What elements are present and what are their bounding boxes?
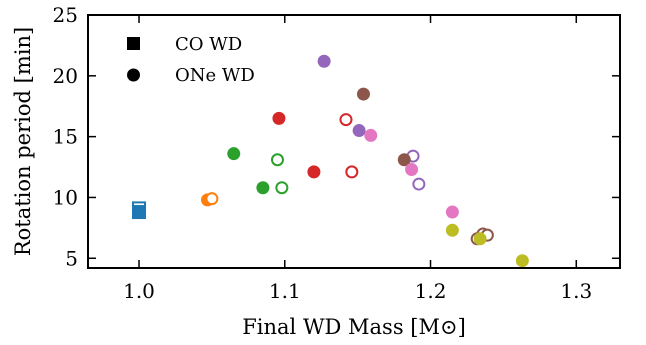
y-tick-label: 15 [53, 125, 78, 149]
y-axis-label: Rotation period [min] [11, 27, 35, 256]
x-axis-label: Final WD Mass [M⊙] [242, 315, 466, 339]
data-point [227, 147, 241, 161]
legend-label-one-wd: ONe WD [175, 65, 255, 86]
data-point [352, 124, 366, 138]
x-tick-label: 1.0 [123, 279, 155, 303]
plot-frame [87, 14, 621, 269]
data-point [445, 205, 459, 219]
axis-ticks: 1.0 1.1 1.2 1.3 5 10 15 20 25 [53, 3, 620, 303]
data-point [412, 177, 426, 191]
data-point [132, 205, 147, 220]
data-point [345, 165, 359, 179]
data-point [473, 232, 487, 246]
data-point [364, 128, 378, 142]
x-tick-label: 1.1 [269, 279, 301, 303]
legend: CO WD ONe WD [127, 34, 255, 86]
data-point [307, 165, 321, 179]
legend-marker-co-wd [127, 37, 140, 50]
data-point [272, 111, 286, 125]
data-point [356, 87, 370, 101]
data-point [445, 223, 459, 237]
y-tick-label: 5 [65, 246, 78, 270]
legend-marker-one-wd [127, 68, 140, 82]
y-tick-label: 20 [53, 64, 78, 88]
y-tick-label: 10 [53, 185, 78, 209]
data-point [256, 181, 270, 195]
data-points [132, 54, 529, 268]
data-point [397, 153, 411, 167]
data-point [275, 181, 289, 195]
data-point [515, 254, 529, 268]
y-tick-label: 25 [53, 3, 78, 27]
data-point [405, 162, 419, 176]
data-point [339, 113, 353, 127]
data-point [205, 192, 219, 206]
legend-label-co-wd: CO WD [175, 34, 242, 55]
x-tick-label: 1.3 [560, 279, 592, 303]
x-tick-label: 1.2 [415, 279, 447, 303]
data-point [317, 54, 331, 68]
data-point [270, 153, 284, 167]
